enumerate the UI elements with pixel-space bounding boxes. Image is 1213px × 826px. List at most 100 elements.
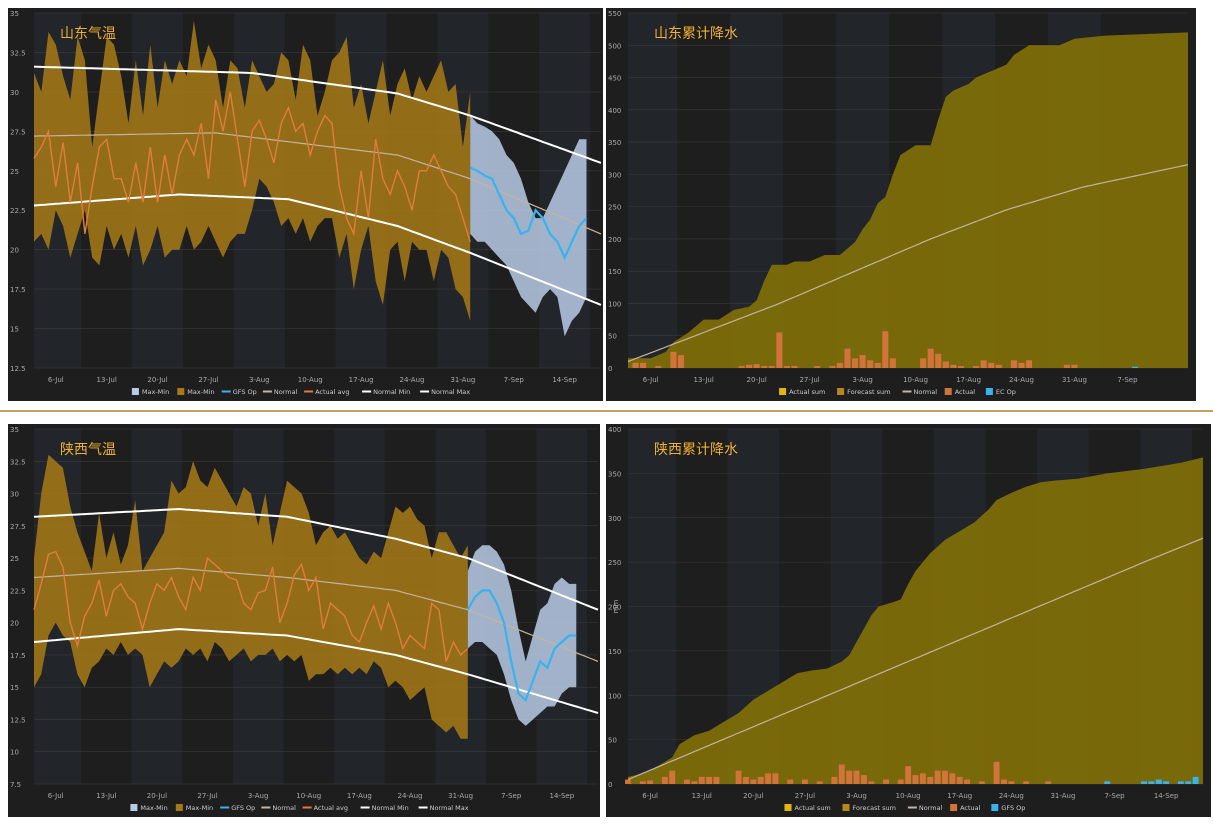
legend-label: GFS Op: [1001, 804, 1025, 812]
y-tick-label: 150: [608, 268, 621, 276]
actual-bar: [859, 355, 866, 368]
x-tick-label: 7-Sep: [501, 792, 522, 800]
y-tick-label: 27.5: [10, 523, 26, 531]
x-tick-label: 13-Jul: [692, 792, 712, 800]
forecast-bar: [1141, 781, 1147, 784]
actual-bar: [852, 358, 859, 368]
y-tick-label: 15: [10, 326, 19, 334]
actual-bar: [964, 779, 971, 784]
y-tick-label: 35: [10, 426, 19, 434]
y-tick-label: 200: [608, 236, 621, 244]
x-tick-label: 31-Aug: [448, 792, 473, 800]
max-min-band-forecast: [470, 115, 587, 337]
actual-bar: [743, 776, 749, 784]
actual-bar: [735, 770, 742, 784]
actual-avg-line: [33, 91, 471, 243]
actual-bar: [738, 366, 745, 368]
x-tick-label: 13-Jul: [694, 376, 714, 384]
x-tick-label: 3-Aug: [852, 376, 873, 384]
x-tick-label: 31-Aug: [1062, 376, 1087, 384]
actual-bar: [1001, 779, 1007, 784]
y-tick-label: 50: [608, 333, 617, 341]
y-tick-label: 12.5: [10, 716, 26, 724]
actual-bar: [776, 332, 783, 368]
legend-swatch: [784, 804, 792, 811]
x-tick-label: 7-Sep: [1104, 792, 1125, 800]
actual-bar: [753, 364, 760, 368]
actual-bar: [1026, 360, 1033, 368]
actual-bar: [934, 770, 941, 784]
x-tick-label: 24-Aug: [400, 376, 425, 384]
y-tick-label: 150: [608, 648, 621, 656]
actual-bar: [927, 776, 934, 784]
y-tick-label: 50: [608, 737, 617, 745]
normal-line: [33, 132, 602, 235]
legend-swatch: [779, 388, 787, 395]
legend-label: Normal: [919, 804, 943, 812]
actual-bar: [927, 348, 934, 368]
y-tick-label: 100: [608, 300, 621, 308]
actual-bar: [670, 351, 677, 368]
actual-bar: [844, 348, 851, 368]
x-tick-label: 31-Aug: [1050, 792, 1075, 800]
actual-bar: [874, 362, 881, 368]
normal-sum-line: [627, 164, 1189, 363]
x-tick-label: 6-Jul: [642, 792, 658, 800]
legend-label: Max-Min: [140, 804, 167, 812]
sd-temp-chart: 12.5 15 17.5 20 22.5 25 27.5 30 32.5 35 6-Jul 13-Ju…: [8, 8, 603, 401]
actual-bar: [1018, 362, 1025, 368]
actual-bar: [846, 770, 853, 784]
legend-label: Normal Min: [372, 804, 409, 812]
sx-precip-chart: 0 50 100 150 200 250 300 350 400 6-Jul 13-Jul 20-Ju…: [606, 424, 1211, 817]
x-tick-label: 13-Jul: [96, 792, 116, 800]
legend-swatch: [842, 804, 850, 811]
forecast-bar: [1132, 366, 1139, 368]
x-tick-label: 27-Jul: [198, 376, 218, 384]
x-tick-label: 10-Aug: [298, 376, 323, 384]
legend-swatch: [950, 804, 958, 811]
legend-swatch: [985, 388, 993, 395]
normal-min-line: [33, 193, 602, 306]
y-tick-label: 200: [608, 604, 621, 612]
chart-title: 山东气温: [60, 26, 116, 42]
actual-bar: [935, 353, 942, 368]
legend-label: GFS Op: [233, 388, 257, 396]
x-tick-label: 31-Aug: [450, 376, 475, 384]
legend-label: Max-Min: [186, 804, 213, 812]
x-tick-label: 7-Sep: [504, 376, 525, 384]
y-tick-label: 500: [608, 42, 621, 50]
chart-title: 陕西气温: [60, 442, 116, 458]
actual-bar: [698, 776, 705, 784]
y-tick-label: 10: [10, 749, 19, 757]
sd-precip-svg: 0 50 100 150 200 250 300 350 400 450 500 550 6-Jul 13…: [608, 10, 1189, 396]
actual-bar: [868, 781, 875, 784]
x-tick-label: 10-Aug: [903, 376, 928, 384]
actual-sum-area: [628, 32, 1188, 369]
sx-temp-chart: 7.5 10 12.5 15 17.5 20 22.5 25 27.5 30 32.5 35 6-Jul…: [8, 424, 600, 817]
actual-bar: [1063, 364, 1070, 368]
actual-bar: [816, 781, 823, 784]
actual-bar: [978, 781, 985, 784]
sd-precip-chart: 0 50 100 150 200 250 300 350 400 450 500 550 6-Jul 13…: [606, 8, 1196, 401]
x-tick-label: 24-Aug: [398, 792, 423, 800]
legend-label: Normal: [272, 804, 296, 812]
max-min-band-forecast: [467, 545, 577, 726]
actual-bar: [677, 355, 684, 368]
legend-label: Normal Min: [373, 388, 410, 396]
y-tick-label: 30: [10, 491, 19, 499]
legend-label: Normal Max: [430, 804, 469, 812]
gfs-op-line: [466, 589, 577, 703]
actual-bar: [988, 362, 995, 368]
x-tick-label: 24-Aug: [1009, 376, 1034, 384]
x-tick-label: 27-Jul: [197, 792, 217, 800]
legend-swatch: [944, 388, 952, 395]
x-tick-label: 27-Jul: [795, 792, 815, 800]
x-tick-label: 17-Aug: [349, 376, 374, 384]
actual-bar: [897, 779, 904, 784]
x-tick-label: 20-Jul: [147, 792, 167, 800]
actual-bar: [829, 366, 836, 368]
y-tick-label: 450: [608, 75, 621, 83]
actual-bar: [889, 358, 896, 368]
legend-swatch: [175, 804, 183, 811]
actual-bar: [831, 776, 838, 784]
